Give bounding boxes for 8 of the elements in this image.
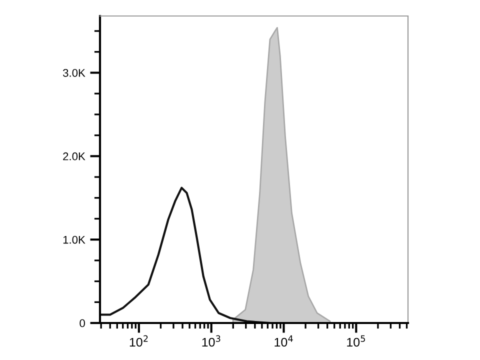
y-tick-label: 0 xyxy=(80,319,85,328)
y-tick-label: 2.0K xyxy=(63,152,86,160)
y-tick-label: 1.0K xyxy=(63,236,86,244)
x-tick-label: 10$^{3}$ xyxy=(202,335,220,347)
y-tick-label: 3.0K xyxy=(62,68,86,77)
x-tick-label: 10$^{5}$ xyxy=(347,335,365,347)
x-tick-label: 10$^{2}$ xyxy=(130,335,148,347)
x-tick-label: 10$^{4}$ xyxy=(274,335,293,347)
